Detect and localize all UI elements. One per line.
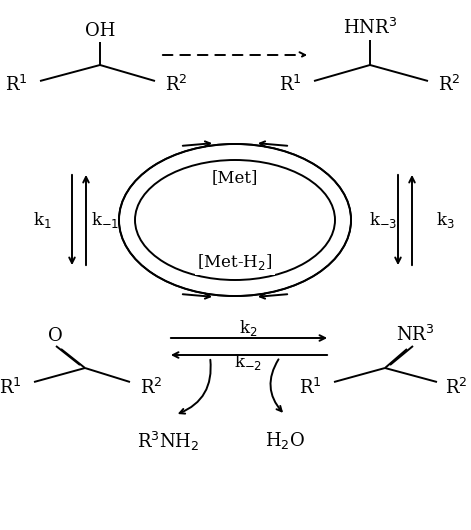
Text: NR$^3$: NR$^3$ — [396, 325, 434, 345]
Text: R$^2$: R$^2$ — [140, 378, 162, 398]
Text: HNR$^3$: HNR$^3$ — [343, 18, 397, 38]
Text: OH: OH — [85, 22, 115, 40]
Text: k$_1$: k$_1$ — [32, 210, 51, 230]
Text: [Met]: [Met] — [212, 170, 258, 187]
Text: k$_{-3}$: k$_{-3}$ — [369, 210, 397, 230]
Text: R$^2$: R$^2$ — [438, 75, 461, 95]
Text: R$^1$: R$^1$ — [279, 75, 302, 95]
Text: H$_2$O: H$_2$O — [265, 430, 305, 451]
Text: R$^2$: R$^2$ — [165, 75, 187, 95]
Text: R$^1$: R$^1$ — [5, 75, 28, 95]
Text: k$_3$: k$_3$ — [436, 210, 455, 230]
Text: [Met-H$_2$]: [Met-H$_2$] — [197, 252, 273, 272]
Text: R$^3$NH$_2$: R$^3$NH$_2$ — [137, 430, 199, 453]
Text: O: O — [48, 327, 62, 345]
Text: R$^1$: R$^1$ — [0, 378, 22, 398]
Text: R$^1$: R$^1$ — [300, 378, 322, 398]
Text: R$^2$: R$^2$ — [445, 378, 468, 398]
Text: k$_{-2}$: k$_{-2}$ — [234, 352, 262, 372]
Text: k$_{-1}$: k$_{-1}$ — [91, 210, 119, 230]
Text: k$_2$: k$_2$ — [239, 318, 257, 338]
Ellipse shape — [120, 145, 350, 295]
